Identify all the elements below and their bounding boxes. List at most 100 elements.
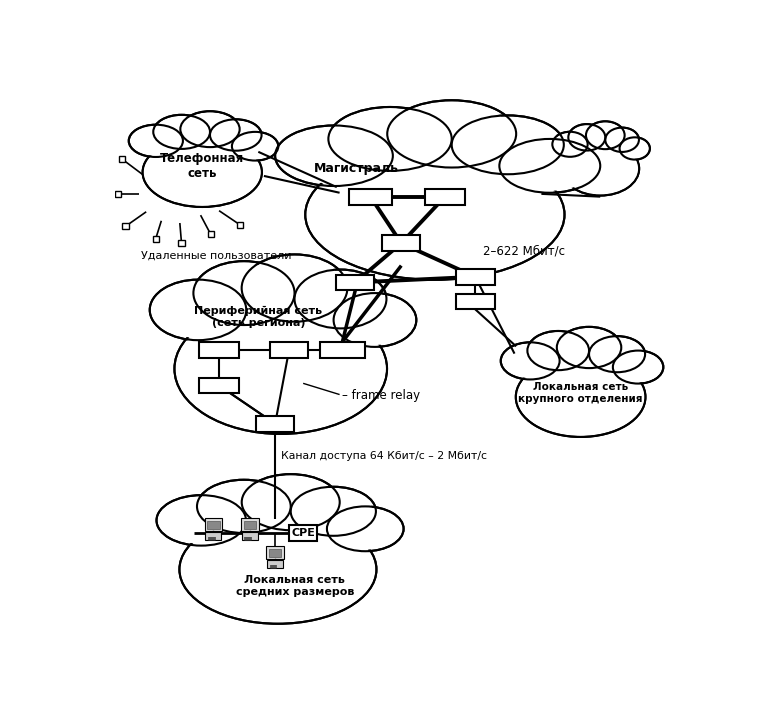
Text: Телефонная
сеть: Телефонная сеть [160,152,245,180]
Ellipse shape [328,107,452,171]
Ellipse shape [334,293,416,347]
Ellipse shape [212,121,259,149]
Ellipse shape [587,122,623,148]
Text: Канал доступа 64 Кбит/с – 2 Мбит/с: Канал доступа 64 Кбит/с – 2 Мбит/с [281,451,486,461]
Bar [178,240,185,246]
Bar [123,223,129,229]
Bar [208,232,214,237]
Ellipse shape [337,295,413,345]
Ellipse shape [176,306,385,431]
Bar [349,189,392,205]
Ellipse shape [568,124,605,151]
Ellipse shape [615,352,662,382]
Bar [270,342,308,357]
Bar [382,235,420,251]
Ellipse shape [242,474,340,530]
FancyBboxPatch shape [241,518,259,531]
Ellipse shape [305,149,564,280]
Ellipse shape [181,111,239,147]
Ellipse shape [570,125,604,149]
FancyBboxPatch shape [269,549,281,557]
Bar [208,537,215,538]
Ellipse shape [197,264,291,323]
Ellipse shape [194,261,295,325]
Bar [119,156,125,162]
Ellipse shape [589,336,645,372]
Ellipse shape [275,125,393,186]
Ellipse shape [621,138,648,159]
Ellipse shape [291,487,376,536]
Ellipse shape [388,100,516,167]
Ellipse shape [557,327,621,368]
Bar [290,525,317,542]
FancyBboxPatch shape [242,531,258,540]
Text: Магистраль: Магистраль [314,162,399,175]
Ellipse shape [554,132,586,156]
FancyBboxPatch shape [205,518,222,531]
Ellipse shape [586,122,625,149]
Ellipse shape [245,257,344,319]
Ellipse shape [561,142,639,196]
Ellipse shape [181,518,375,621]
Ellipse shape [197,480,291,533]
Bar [455,269,495,285]
Text: Локальная сеть
крупного отделения: Локальная сеть крупного отделения [518,382,643,403]
Bar [256,416,294,432]
Ellipse shape [591,338,643,371]
Ellipse shape [503,344,557,378]
Ellipse shape [298,272,383,326]
Text: Удаленные пользователи: Удаленные пользователи [141,250,291,261]
Ellipse shape [210,119,262,151]
Ellipse shape [333,109,447,168]
FancyBboxPatch shape [266,546,284,559]
Ellipse shape [527,331,589,370]
Ellipse shape [179,515,377,624]
Ellipse shape [234,133,276,159]
FancyBboxPatch shape [267,560,283,568]
Bar [153,236,159,242]
Text: CPE: CPE [291,528,315,538]
Ellipse shape [160,497,242,544]
Bar [237,221,243,228]
Bar [269,565,276,566]
Ellipse shape [182,113,238,146]
Text: 2–622 Мбит/с: 2–622 Мбит/с [482,245,564,258]
Ellipse shape [144,139,261,205]
Ellipse shape [154,115,210,149]
Ellipse shape [232,132,279,161]
Ellipse shape [452,116,564,174]
Ellipse shape [392,103,511,165]
Ellipse shape [327,507,404,551]
Ellipse shape [294,488,373,534]
Ellipse shape [330,508,401,550]
Bar [425,189,465,205]
Ellipse shape [143,138,262,207]
Ellipse shape [501,342,560,379]
FancyBboxPatch shape [244,521,256,529]
FancyBboxPatch shape [208,521,220,529]
Bar [244,537,251,538]
Bar [199,342,239,357]
Ellipse shape [279,127,388,183]
Ellipse shape [307,152,563,277]
Ellipse shape [607,129,638,151]
Ellipse shape [201,482,287,531]
Ellipse shape [150,280,246,340]
Ellipse shape [517,359,645,435]
Ellipse shape [245,476,336,528]
Ellipse shape [129,124,183,157]
Ellipse shape [516,357,645,437]
Text: Локальная сеть
средних размеров: Локальная сеть средних размеров [235,575,354,597]
Bar [455,293,495,309]
Ellipse shape [620,138,650,159]
Ellipse shape [242,254,347,322]
Ellipse shape [456,118,560,172]
Ellipse shape [154,282,242,338]
Ellipse shape [174,304,387,434]
Ellipse shape [562,143,638,194]
Ellipse shape [499,139,601,193]
Ellipse shape [605,127,639,152]
Ellipse shape [503,141,597,191]
Ellipse shape [559,328,619,367]
Bar [269,567,276,568]
